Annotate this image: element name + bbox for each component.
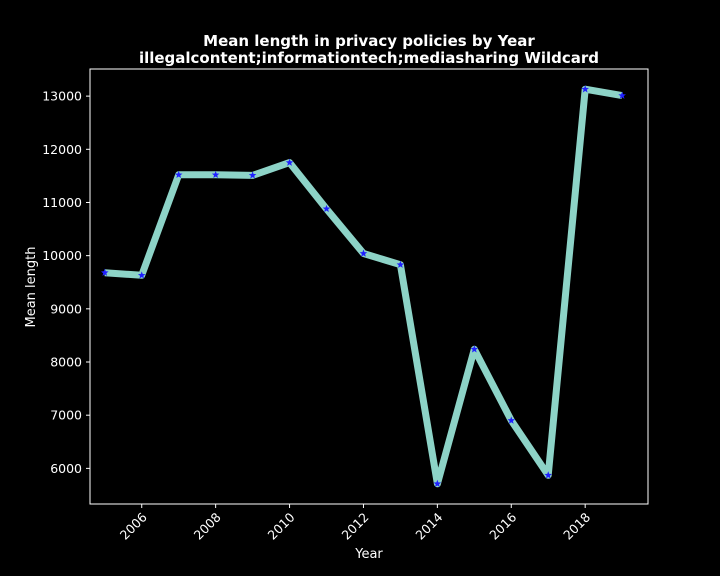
y-axis-label: Mean length bbox=[24, 247, 39, 328]
data-point-marker bbox=[470, 345, 479, 353]
plot-area-frame bbox=[89, 68, 649, 505]
x-tick-label: 2008 bbox=[191, 509, 224, 542]
chart-title: Mean length in privacy policies by Year bbox=[203, 32, 535, 50]
data-point-marker bbox=[359, 249, 368, 257]
x-axis-label: Year bbox=[354, 547, 383, 562]
y-tick-label: 12000 bbox=[42, 142, 82, 157]
data-point-marker bbox=[285, 158, 294, 166]
data-point-marker bbox=[507, 416, 516, 424]
data-point-marker bbox=[433, 479, 442, 488]
x-tick-label: 2012 bbox=[338, 510, 371, 543]
y-tick-label: 8000 bbox=[50, 355, 82, 370]
y-tick-label: 13000 bbox=[42, 89, 82, 104]
data-point-marker bbox=[618, 91, 626, 99]
chart-subtitle: illegalcontent;informationtech;mediashar… bbox=[139, 49, 599, 67]
y-tick-label: 9000 bbox=[50, 301, 82, 316]
y-tick-label: 11000 bbox=[42, 195, 82, 210]
x-axis: 2006 2008 2010 2012 2014 2016 2018 bbox=[117, 504, 593, 543]
x-tick-label: 2018 bbox=[560, 509, 593, 542]
series-layer bbox=[100, 85, 626, 488]
data-point-marker bbox=[174, 170, 183, 179]
x-tick-label: 2006 bbox=[117, 509, 150, 542]
data-point-marker bbox=[396, 260, 405, 268]
data-point-marker bbox=[322, 204, 331, 213]
y-tick-label: 10000 bbox=[42, 248, 82, 263]
data-point-marker bbox=[137, 271, 146, 279]
x-tick-label: 2010 bbox=[265, 509, 298, 542]
data-point-marker bbox=[544, 471, 553, 479]
series-line bbox=[104, 85, 623, 488]
data-point-marker bbox=[248, 171, 257, 179]
x-tick-label: 2016 bbox=[486, 509, 519, 542]
y-axis: 6000 7000 8000 9000 10000 11000 12000 13000 bbox=[42, 89, 90, 476]
data-point-marker bbox=[581, 85, 589, 93]
y-tick-label: 6000 bbox=[50, 461, 82, 476]
x-tick-label: 2014 bbox=[412, 509, 445, 542]
data-point-marker bbox=[100, 268, 109, 276]
y-tick-label: 7000 bbox=[50, 408, 82, 423]
data-point-marker bbox=[211, 170, 220, 179]
